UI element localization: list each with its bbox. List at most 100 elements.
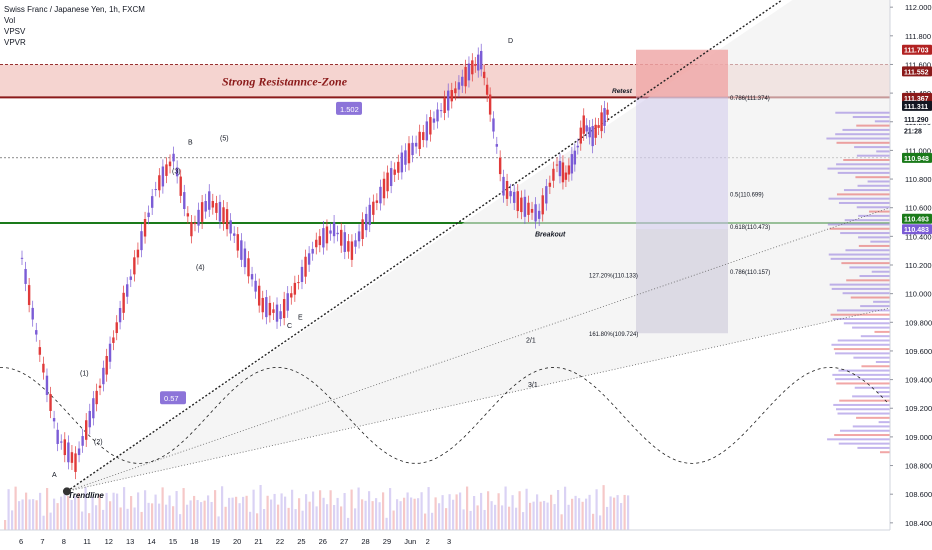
price-tag-label: 110.483 (904, 227, 929, 234)
wave-label: C (287, 323, 292, 330)
volume-bar (102, 509, 105, 530)
candle-body (582, 115, 585, 134)
volume-bar (354, 508, 357, 530)
volume-bar (151, 503, 154, 530)
wave-label: (1) (80, 370, 89, 377)
candle-body (579, 127, 582, 144)
volume-bar (518, 491, 521, 530)
wave-label: (3) (172, 168, 181, 175)
candle-body (457, 82, 461, 90)
volume-bar (77, 492, 80, 530)
volume-bar (130, 496, 133, 530)
price-tag-label: 111.552 (904, 69, 929, 76)
level-label: 0.618(110.473) (730, 225, 770, 231)
candle-body (98, 385, 102, 388)
y-tick-label: 111.000 (905, 146, 931, 155)
volume-bar (399, 501, 402, 530)
volume-bar (329, 490, 332, 530)
volume-bar (567, 504, 570, 530)
candle-body (215, 203, 218, 213)
trendline-anchor (62, 487, 71, 496)
x-tick-label: 6 (19, 537, 23, 546)
volume-bar (406, 492, 409, 530)
volume-profile-bar (835, 111, 890, 114)
wave-label: B (188, 140, 193, 147)
price-tag (902, 44, 932, 55)
x-tick-label: 26 (319, 537, 327, 546)
volume-bar (385, 517, 388, 530)
volume-bar (368, 491, 371, 530)
volume-bar (91, 497, 94, 530)
volume-profile-bar (878, 421, 890, 424)
volume-bar (210, 501, 213, 530)
volume-profile-bar (837, 412, 890, 415)
volume-bar (595, 489, 598, 530)
breakout-label: Breakout (535, 231, 566, 238)
candle-body (311, 248, 314, 254)
indicator-vpsv[interactable]: VPSV (4, 27, 26, 36)
volume-bar (277, 504, 280, 530)
candle-body (318, 236, 322, 246)
candle-body (268, 302, 272, 316)
candle-body (548, 182, 552, 187)
candle-body (443, 97, 446, 114)
volume-profile-bar (870, 240, 890, 243)
candle-body (300, 266, 304, 283)
indicator-vpvr[interactable]: VPVR (4, 38, 26, 47)
y-tick-label: 110.000 (905, 290, 932, 299)
volume-profile-bar (827, 438, 890, 441)
volume-bar (32, 499, 35, 530)
volume-bar (39, 492, 42, 530)
candle-body (112, 337, 115, 343)
volume-bar (63, 494, 66, 530)
volume-bar (322, 497, 325, 530)
volume-bar (441, 495, 444, 530)
volume-profile-bar (861, 365, 890, 368)
x-tick-label: 21 (254, 537, 262, 546)
candle-body (133, 257, 136, 275)
candle-body (208, 191, 211, 210)
volume-bar (424, 513, 427, 530)
volume-bar (228, 497, 231, 530)
volume-profile-bar (855, 176, 890, 179)
candle-body (570, 154, 574, 174)
candle-body (530, 208, 534, 213)
volume-profile-bar (836, 408, 890, 411)
volume-bar (413, 498, 416, 530)
volume-profile-bar (830, 257, 890, 260)
volume-bar (504, 486, 507, 530)
candle-body (304, 256, 307, 277)
candle-body (27, 285, 31, 306)
candle-body (332, 222, 336, 237)
volume-profile-bar (838, 201, 890, 204)
volume-bar (49, 512, 52, 530)
candle-body (290, 293, 293, 298)
volume-bar (7, 489, 10, 530)
volume-bar (21, 499, 24, 530)
price-tag (902, 92, 932, 103)
candle-body (534, 204, 537, 222)
indicator-vol[interactable]: Vol (4, 16, 16, 25)
candle-body (322, 228, 325, 248)
volume-bar (434, 497, 437, 530)
candle-body (257, 285, 261, 306)
volume-bar (515, 507, 518, 530)
volume-bar (172, 506, 175, 530)
candle-body (482, 71, 486, 79)
candle-body (225, 209, 229, 230)
candle-body (400, 152, 404, 173)
volume-bar (364, 500, 367, 530)
volume-bar (175, 491, 178, 530)
volume-profile-bar (849, 266, 890, 269)
ratio-badge-text: 1.502 (340, 105, 359, 114)
chart-header: Swiss Franc / Japanese Yen, 1h, FXCM Vol… (4, 4, 145, 48)
candle-body (597, 125, 600, 128)
volume-profile-bar (836, 193, 890, 196)
candle-body (527, 202, 530, 215)
candle-body (92, 398, 95, 419)
volume-bar (81, 511, 84, 530)
candle-body (218, 201, 222, 222)
volume-bar (88, 513, 91, 530)
